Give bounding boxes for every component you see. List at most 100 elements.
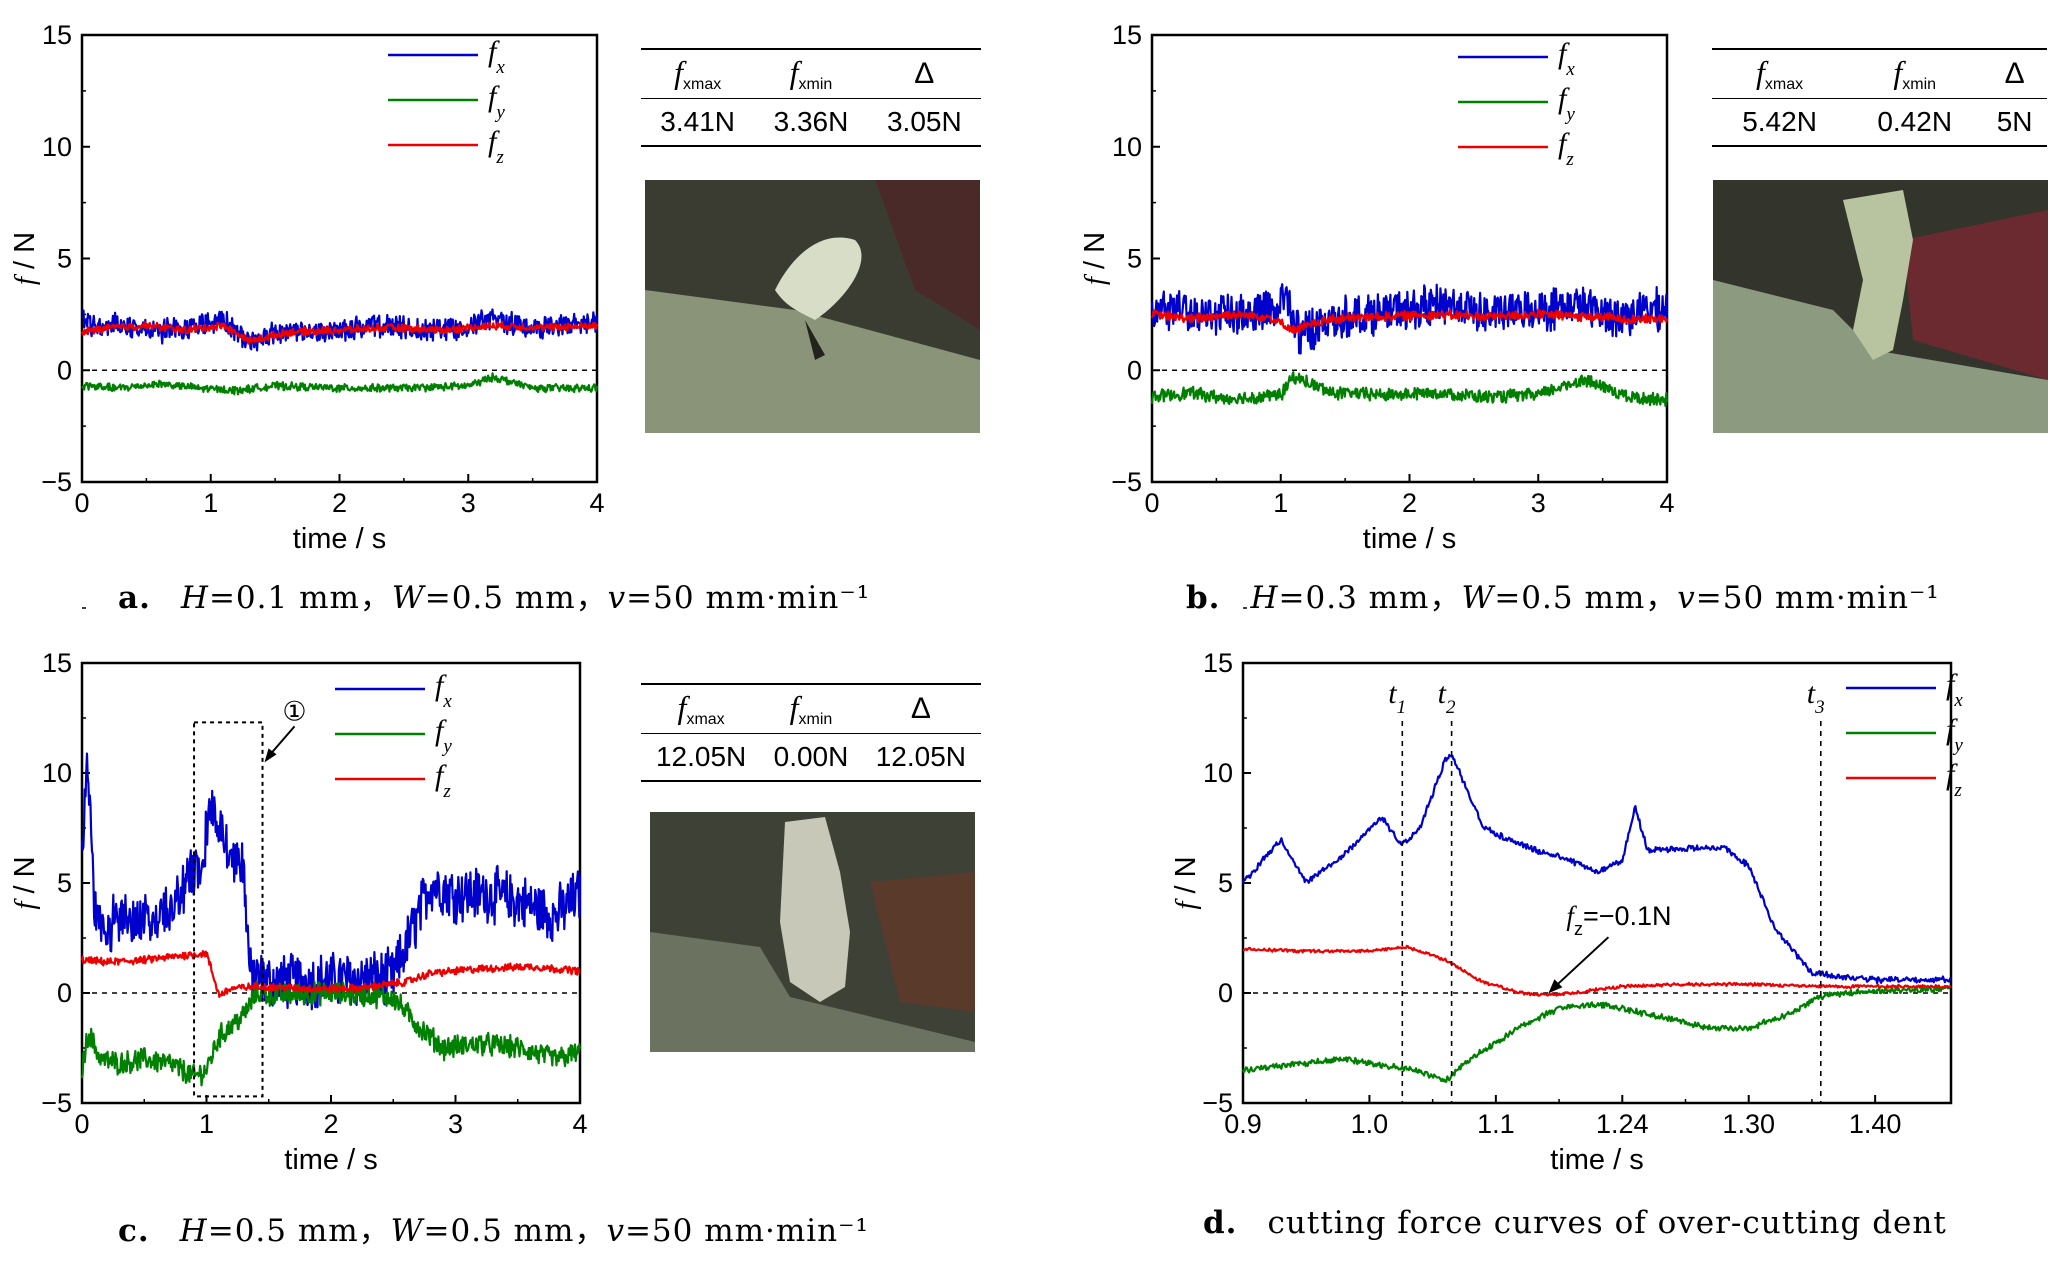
- x-axis-label: time / s: [1550, 1144, 1643, 1176]
- caption-h-value: =0.1 mm，: [208, 580, 392, 616]
- col-delta: Δ: [1982, 48, 2047, 99]
- caption-letter: a.: [118, 580, 151, 616]
- cutting-photo-c-image: [650, 812, 975, 1052]
- caption-letter: d.: [1203, 1205, 1238, 1241]
- y-tick-label: 15: [42, 20, 72, 50]
- series-line-fz: [1242, 944, 1952, 997]
- y-tick-label: 0: [1218, 978, 1233, 1008]
- x-tick-label: 2: [1402, 488, 1417, 518]
- x-tick-label: 1.40: [1849, 1109, 1902, 1139]
- plot-frame: [1241, 661, 1953, 1105]
- series-line-fx: [80, 752, 582, 1011]
- x-tick-label: 4: [572, 1109, 587, 1139]
- legend-label-fy: fy: [488, 80, 505, 123]
- y-tick-label: 10: [42, 758, 72, 788]
- legend-label-fy: fy: [435, 714, 452, 757]
- caption-v: v: [607, 580, 627, 616]
- cutting-photo-b-image: [1713, 180, 2048, 433]
- caption-w: W: [1461, 580, 1495, 616]
- col-fxmin: fxmin: [1847, 48, 1983, 99]
- legend-label-fz: fz: [1946, 758, 1962, 801]
- annotation-label: ①: [282, 696, 306, 726]
- plot-frame: [80, 33, 599, 484]
- y-tick-label: −5: [1111, 467, 1142, 497]
- x-tick-label: 3: [461, 488, 476, 518]
- y-tick-label: −5: [41, 1088, 72, 1118]
- caption-w-value: =0.5 mm，: [424, 580, 608, 616]
- caption-w-value: =0.5 mm，: [1494, 580, 1678, 616]
- x-tick-label: 4: [589, 488, 604, 518]
- value-delta: 3.05N: [867, 98, 981, 147]
- time-marker-label: t2: [1438, 677, 1456, 718]
- caption-text: cutting force curves of over-cutting den…: [1267, 1205, 1947, 1241]
- caption-v-value: =50 mm·min⁻¹: [1695, 580, 1940, 616]
- y-axis-label: f / N: [9, 232, 41, 285]
- series-line-fx: [1241, 753, 1952, 985]
- caption-h: H: [179, 1213, 208, 1249]
- y-tick-label: 10: [1203, 758, 1233, 788]
- y-tick-label: 0: [1127, 355, 1142, 385]
- y-tick-label: −5: [41, 467, 72, 497]
- col-fxmax: fxmax: [641, 683, 762, 734]
- x-axis-label: time / s: [284, 1144, 377, 1176]
- caption-c: c. H=0.5 mm，W=0.5 mm，v=50 mm·min⁻¹: [118, 1205, 869, 1250]
- col-fxmin: fxmin: [761, 683, 861, 734]
- caption-d: d. cutting force curves of over-cutting d…: [1203, 1205, 1947, 1241]
- x-tick-label: 1.1: [1477, 1109, 1515, 1139]
- annotation-arrowhead: [1548, 979, 1563, 994]
- y-tick-label: 5: [57, 868, 72, 898]
- value-fxmin: 0.42N: [1847, 98, 1983, 147]
- caption-v: v: [606, 1213, 625, 1249]
- y-tick-label: 15: [1203, 648, 1233, 678]
- legend-label-fy: fy: [1558, 82, 1575, 125]
- legend-label-fz: fz: [1558, 127, 1574, 170]
- series-line-fz: [1150, 308, 1669, 334]
- value-fxmax: 12.05N: [641, 733, 762, 782]
- legend-label-fx: fx: [488, 35, 505, 78]
- y-tick-label: 15: [1112, 20, 1142, 50]
- value-delta: 5N: [1982, 98, 2047, 147]
- stats-table-a: fxmax fxmin Δ 3.41N 3.36N 3.05N: [641, 48, 981, 147]
- x-tick-label: 1: [199, 1109, 214, 1139]
- x-axis-label: time / s: [293, 523, 386, 555]
- series-line-fy: [1150, 371, 1669, 408]
- value-fxmin: 0.00N: [761, 733, 861, 782]
- series-line-fy: [80, 372, 599, 396]
- y-tick-label: 0: [57, 355, 72, 385]
- series-line-fz: [80, 950, 581, 998]
- stats-table-b: fxmax fxmin Δ 5.42N 0.42N 5N: [1712, 48, 2047, 147]
- annotation-label: fz=−0.1N: [1566, 901, 1671, 939]
- col-fxmax: fxmax: [1712, 48, 1848, 99]
- y-tick-label: 10: [42, 132, 72, 162]
- y-tick-label: 5: [1218, 868, 1233, 898]
- y-tick-label: 5: [57, 244, 72, 274]
- y-axis-label: f / N: [1170, 856, 1202, 909]
- x-tick-label: 0.9: [1224, 1109, 1262, 1139]
- x-tick-label: 4: [1659, 488, 1674, 518]
- series-line-fz: [80, 320, 599, 345]
- x-tick-label: 1: [203, 488, 218, 518]
- x-tick-label: 2: [323, 1109, 338, 1139]
- value-fxmax: 5.42N: [1712, 98, 1848, 147]
- legend-label-fx: fx: [1558, 37, 1575, 80]
- caption-h: H: [1250, 580, 1279, 616]
- legend-label-fx: fx: [435, 669, 452, 712]
- cutting-photo-b: [1713, 180, 2048, 433]
- caption-w: W: [390, 1213, 424, 1249]
- x-tick-label: 1.24: [1596, 1109, 1649, 1139]
- x-tick-label: 2: [332, 488, 347, 518]
- y-tick-label: 10: [1112, 132, 1142, 162]
- caption-h-value: =0.3 mm，: [1278, 580, 1462, 616]
- annotation-arrow: [1553, 936, 1610, 988]
- caption-h-value: =0.5 mm，: [207, 1213, 391, 1249]
- caption-v-value: =50 mm·min⁻¹: [624, 1213, 869, 1249]
- caption-letter: c.: [118, 1213, 150, 1249]
- annotation-box: [193, 721, 264, 1098]
- value-fxmax: 3.41N: [641, 98, 755, 147]
- caption-b: b. H=0.3 mm，W=0.5 mm，v=50 mm·min⁻¹: [1186, 572, 1940, 617]
- series-line-fy: [80, 980, 582, 1087]
- x-tick-label: 1: [1273, 488, 1288, 518]
- time-marker-label: t1: [1388, 677, 1406, 718]
